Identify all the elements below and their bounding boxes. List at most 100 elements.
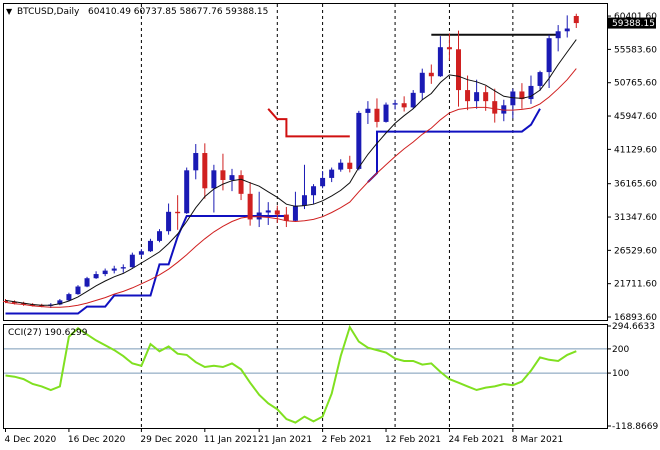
candle-body <box>256 212 262 220</box>
candle-28 <box>256 191 262 228</box>
candle-62 <box>564 15 570 38</box>
candle-2 <box>21 301 27 306</box>
candle-body <box>229 175 235 180</box>
candle-30 <box>274 205 280 223</box>
candle-body <box>428 72 434 77</box>
candle-body <box>392 103 398 105</box>
candle-29 <box>265 202 271 225</box>
candle-body <box>247 193 253 220</box>
candle-43 <box>392 99 398 110</box>
date-axis-labels: 4 Dec 2020 16 Dec 2020 29 Dec 2020 11 Jan 2… <box>5 428 563 445</box>
price-tick-label: 21711.60 <box>614 280 657 290</box>
candle-59 <box>537 70 543 91</box>
candles <box>3 13 579 308</box>
candle-53 <box>483 85 489 111</box>
candle-50 <box>456 30 461 107</box>
cci-label: CCI(27) 190.6299 <box>8 328 88 338</box>
candle-body <box>311 186 317 196</box>
candle-body <box>93 274 99 279</box>
price-tick-label: 26529.60 <box>614 246 657 256</box>
header-icon: ▼ <box>6 7 13 16</box>
date-tick-label: 24 Feb 2021 <box>448 435 504 445</box>
candle-45 <box>410 90 416 109</box>
candle-body <box>102 270 108 275</box>
candle-body <box>202 153 208 189</box>
price-tick-label: 16893.60 <box>614 313 657 323</box>
candle-body <box>492 101 498 114</box>
candle-11 <box>102 268 108 277</box>
candle-body <box>193 153 199 171</box>
candle-14 <box>129 252 135 268</box>
candle-body <box>410 92 416 108</box>
candle-27 <box>247 182 253 226</box>
candle-body <box>537 72 543 86</box>
candle-body <box>510 91 516 106</box>
candle-44 <box>401 96 407 112</box>
candle-body <box>157 231 163 241</box>
candle-body <box>220 170 226 180</box>
candle-body <box>30 304 36 306</box>
candle-21 <box>193 144 199 180</box>
candle-61 <box>555 25 561 52</box>
candle-body <box>120 267 126 269</box>
candle-49 <box>446 33 452 61</box>
candle-51 <box>465 75 471 111</box>
price-tick-label: 41129.60 <box>614 145 657 155</box>
candle-60 <box>546 34 552 89</box>
candle-20 <box>184 167 190 214</box>
price-tick-label: 45947.60 <box>614 112 657 122</box>
price-panel-frame <box>3 3 608 321</box>
candle-36 <box>329 167 335 183</box>
resistance-lines <box>267 108 350 138</box>
candle-body <box>365 108 371 113</box>
price-tick-label: 50765.60 <box>614 79 657 89</box>
candle-body <box>573 15 579 24</box>
candle-10 <box>93 271 99 279</box>
candle-35 <box>320 171 326 189</box>
candle-body <box>474 92 480 102</box>
candle-15 <box>138 249 144 258</box>
candle-31 <box>283 206 289 228</box>
candle-body <box>21 303 27 305</box>
candle-22 <box>202 143 208 199</box>
candle-52 <box>474 79 480 109</box>
candle-body <box>446 47 452 50</box>
candle-58 <box>528 75 534 104</box>
candle-40 <box>365 101 371 124</box>
candle-16 <box>147 238 153 252</box>
candle-body <box>75 286 81 295</box>
candle-46 <box>419 68 425 100</box>
candle-body <box>383 104 389 122</box>
support-segment-1 <box>367 108 541 183</box>
candle-body <box>555 31 561 39</box>
symbol-label: BTCUSD,Daily <box>17 7 80 17</box>
support-segment-0 <box>5 215 287 315</box>
last-price-marker: 59388.15 <box>608 17 656 29</box>
candle-7 <box>66 292 72 302</box>
candle-body <box>419 72 425 93</box>
candle-body <box>347 162 353 169</box>
price-tick-label: 60401.60 <box>614 12 657 22</box>
candle-body <box>265 210 271 213</box>
candle-body <box>437 47 443 77</box>
candle-body <box>66 294 72 301</box>
candle-body <box>374 108 380 122</box>
candle-48 <box>437 36 443 77</box>
candle-body <box>329 169 335 178</box>
candle-body <box>456 49 461 91</box>
candle-54 <box>492 88 498 123</box>
candle-41 <box>374 98 380 128</box>
candle-34 <box>311 184 317 205</box>
date-tick-label: 16 Dec 2020 <box>68 435 126 445</box>
candle-body <box>184 170 190 214</box>
candle-47 <box>428 64 434 84</box>
fast-moving-average-line <box>5 39 577 306</box>
candle-body <box>166 211 172 232</box>
cci-panel-frame <box>3 324 608 429</box>
candle-body <box>356 112 362 169</box>
candle-56 <box>510 88 516 119</box>
date-tick-label: 8 Mar 2021 <box>512 435 563 445</box>
candle-9 <box>84 276 90 288</box>
date-tick-label: 12 Feb 2021 <box>385 435 441 445</box>
cci-tick-label: -118.8669 <box>612 422 658 432</box>
